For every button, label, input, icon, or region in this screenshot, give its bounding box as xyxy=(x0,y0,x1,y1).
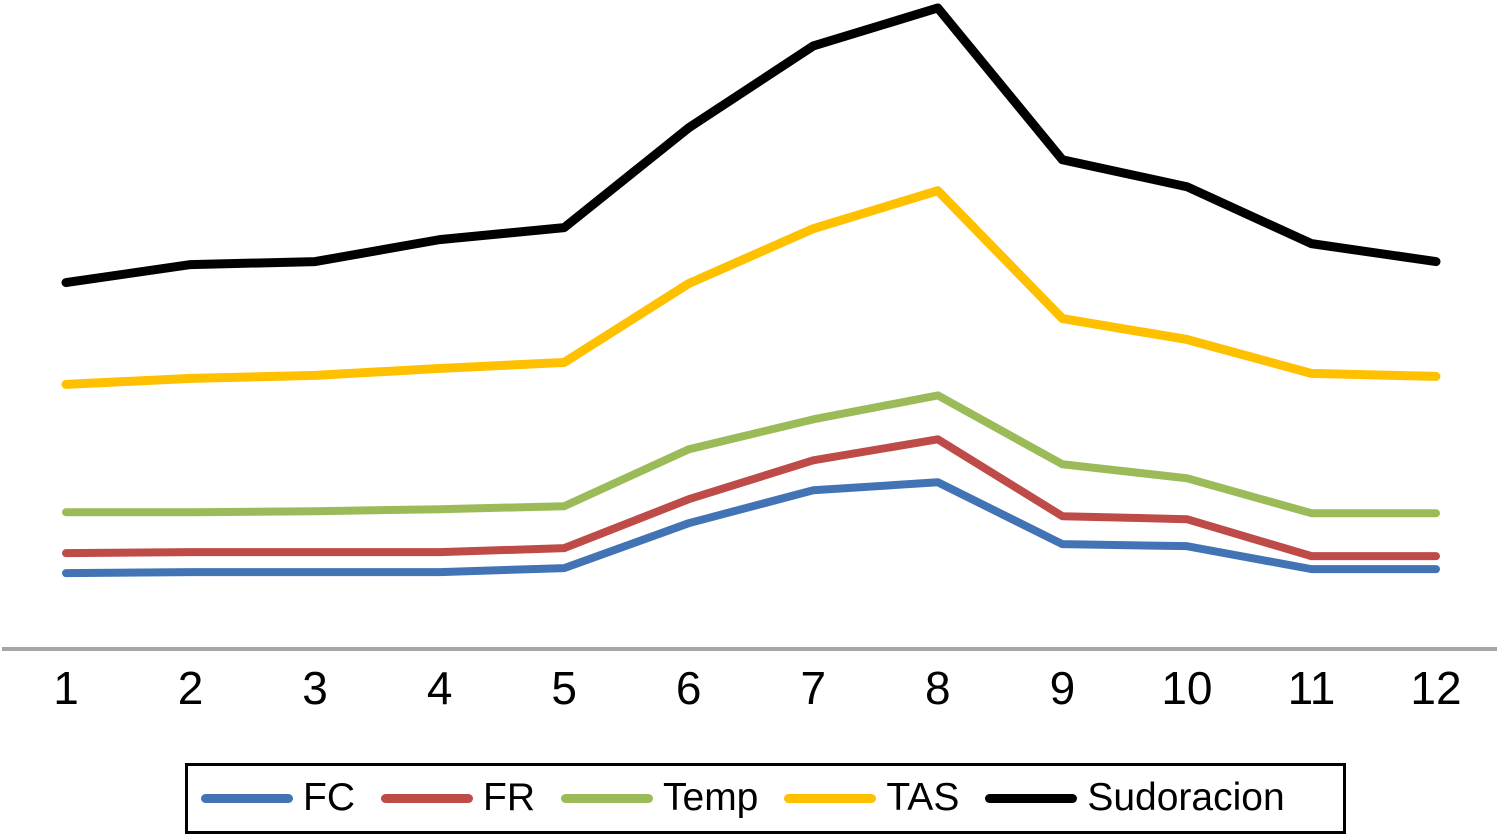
series-line-fr xyxy=(62,435,1440,561)
x-tick-label: 9 xyxy=(1049,662,1076,714)
line-chart-canvas xyxy=(2,3,1497,651)
legend-swatch-fr xyxy=(381,794,473,803)
x-tick-label: 8 xyxy=(925,662,951,714)
x-tick-label: 7 xyxy=(800,662,827,714)
legend-swatch-sudoracion xyxy=(985,794,1078,803)
x-tick-label: 1 xyxy=(53,662,79,714)
legend-item-temp: Temp xyxy=(561,776,759,820)
legend-label: Sudoracion xyxy=(1087,776,1285,820)
x-tick-label: 6 xyxy=(675,662,702,714)
x-tick-label: 11 xyxy=(1287,662,1336,714)
series-line-sudoracion xyxy=(61,3,1441,288)
x-tick-label: 10 xyxy=(1161,662,1213,714)
legend-box: FC FR Temp TAS Sudoracion xyxy=(185,763,1346,834)
legend-label: Temp xyxy=(663,776,759,820)
x-tick-label: 2 xyxy=(177,662,204,714)
legend-label: FR xyxy=(483,776,535,820)
x-axis-labels: 1 2 3 4 5 6 7 8 9 10 11 12 xyxy=(0,664,1500,716)
x-tick-label: 12 xyxy=(1410,662,1462,714)
x-tick-label: 4 xyxy=(426,662,453,714)
series-line-tas xyxy=(61,186,1441,389)
legend-label: FC xyxy=(303,776,355,820)
legend-item-sudoracion: Sudoracion xyxy=(985,776,1285,820)
legend-swatch-fc xyxy=(201,794,293,803)
x-tick-label: 5 xyxy=(551,662,577,714)
legend-swatch-temp xyxy=(561,794,653,803)
x-tick-label: 3 xyxy=(302,662,328,714)
legend-swatch-tas xyxy=(784,794,877,803)
legend-item-fc: FC xyxy=(201,776,355,820)
series-line-temp xyxy=(62,391,1440,518)
legend-label: TAS xyxy=(886,776,960,820)
series-line-fc xyxy=(62,478,1440,578)
legend-item-tas: TAS xyxy=(784,776,960,820)
legend-item-fr: FR xyxy=(381,776,535,820)
